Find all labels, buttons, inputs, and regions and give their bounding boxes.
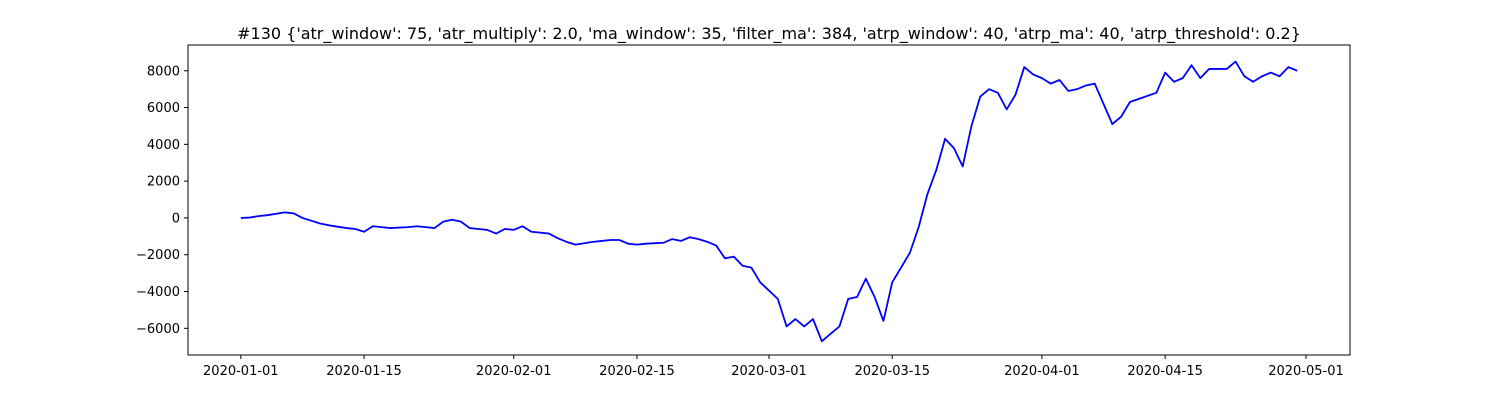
x-tick-label: 2020-03-15 [854,364,930,379]
y-tick-label: 0 [172,211,180,226]
x-tick-label: 2020-03-01 [731,364,807,379]
x-tick-label: 2020-05-01 [1268,364,1344,379]
y-tick-label: 6000 [147,101,180,116]
x-tick-label: 2020-02-15 [599,364,675,379]
axes-frame [187,44,1351,356]
y-tick-label: −6000 [136,322,180,337]
x-tick-label: 2020-02-01 [476,364,552,379]
x-tick-label: 2020-01-15 [326,364,402,379]
y-tick-label: −2000 [136,248,180,263]
x-tick-label: 2020-04-01 [1004,364,1080,379]
x-tick-label: 2020-04-15 [1127,364,1203,379]
chart-title: #130 {'atr_window': 75, 'atr_multiply': … [237,24,1301,44]
y-tick-label: 4000 [147,138,180,153]
y-tick-label: −4000 [136,285,180,300]
y-tick-label: 8000 [147,64,180,79]
x-tick-label: 2020-01-01 [203,364,279,379]
y-tick-label: 2000 [147,175,180,190]
line-series [240,60,1298,343]
